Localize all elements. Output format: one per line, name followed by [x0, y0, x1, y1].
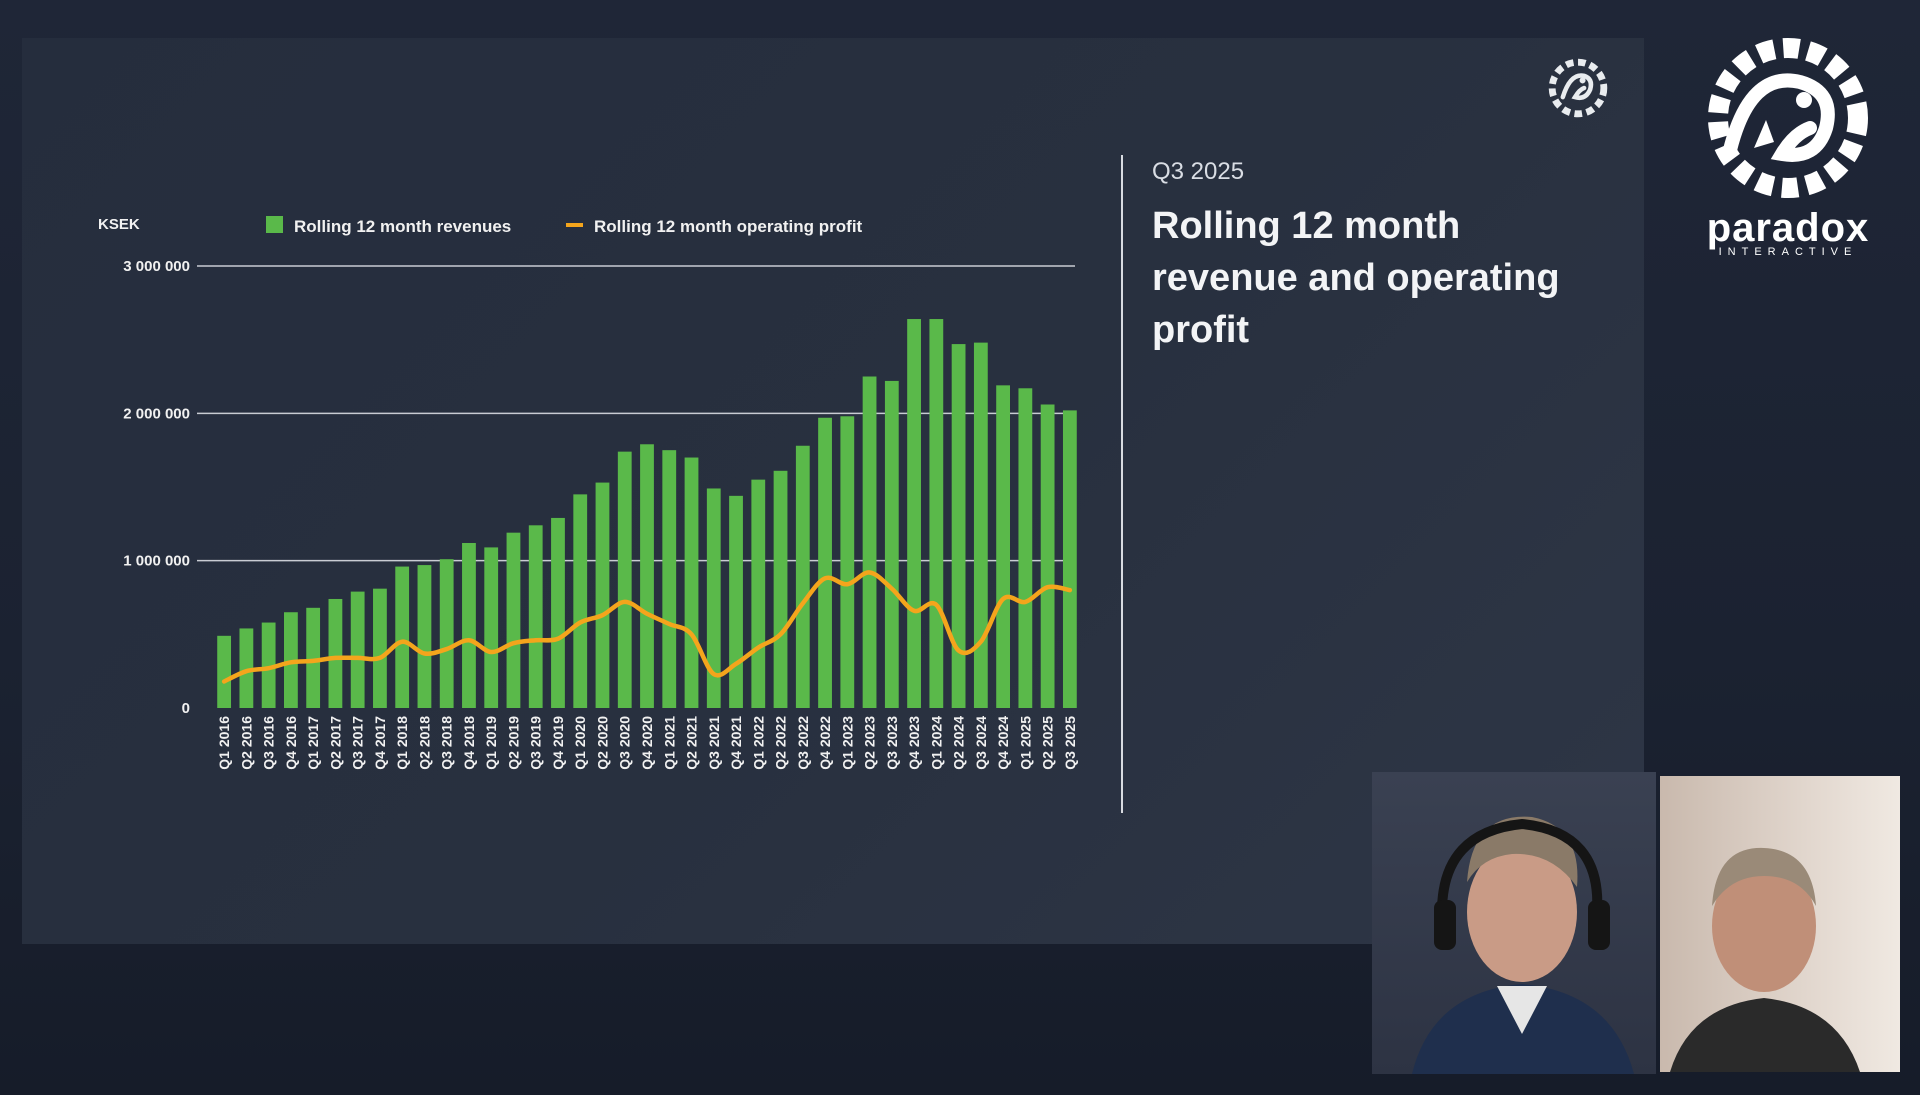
revenue-bar [373, 588, 387, 708]
x-tick-label: Q4 2019 [550, 716, 566, 770]
revenue-bar [350, 591, 365, 708]
revenue-bar [840, 416, 855, 708]
x-tick-label: Q2 2024 [951, 716, 967, 770]
revenue-bar [217, 635, 232, 708]
report-period: Q3 2025 [1152, 158, 1245, 185]
x-tick-label: Q4 2021 [728, 716, 744, 770]
chart-legend: Rolling 12 month revenues Rolling 12 mon… [266, 216, 863, 236]
x-tick-label: Q2 2018 [416, 716, 432, 770]
revenue-bar [306, 607, 321, 708]
x-tick-label: Q1 2025 [1017, 716, 1033, 770]
revenue-bar [973, 342, 988, 708]
revenue-bar [528, 525, 543, 708]
revenue-bar [551, 517, 565, 708]
x-tick-label: Q1 2019 [483, 716, 499, 770]
revenue-bar [795, 445, 810, 708]
x-tick-label: Q2 2022 [773, 716, 789, 770]
x-tick-label: Q4 2017 [372, 716, 388, 770]
revenue-bar [907, 319, 921, 708]
x-tick-label: Q1 2018 [394, 716, 410, 770]
x-tick-label: Q2 2017 [327, 716, 343, 770]
x-tick-label: Q1 2022 [750, 716, 766, 770]
x-tick-label: Q1 2020 [572, 716, 588, 770]
revenue-bar [996, 385, 1011, 708]
revenue-bar [929, 319, 944, 708]
x-tick-label: Q3 2020 [617, 716, 633, 770]
x-tick-label: Q1 2023 [839, 716, 855, 770]
x-tick-label: Q1 2024 [928, 716, 944, 770]
y-tick-label: 3 000 000 [123, 258, 190, 275]
x-tick-label: Q2 2016 [238, 716, 254, 770]
legend-label-operating-profit: Rolling 12 month operating profit [594, 217, 863, 236]
revenue-bar [395, 566, 410, 708]
revenue-bar [862, 376, 877, 708]
revenue-bar [751, 479, 766, 708]
revenue-bar [684, 457, 699, 708]
x-tick-label: Q4 2020 [639, 716, 655, 770]
revenue-bar [1040, 404, 1055, 708]
revenue-bar [573, 494, 588, 708]
slide-dragon-logo-icon [1548, 58, 1608, 118]
revenue-profit-chart: KSEK Rolling 12 month revenues Rolling 1… [98, 216, 1078, 770]
slide-divider [1121, 155, 1123, 813]
x-tick-label: Q3 2025 [1062, 716, 1078, 770]
revenue-bar [640, 444, 654, 708]
x-tick-label: Q1 2017 [305, 716, 321, 770]
revenue-bar [439, 559, 454, 708]
paradox-dragon-logo-icon [1708, 38, 1868, 198]
y-tick-label: 2 000 000 [123, 405, 190, 422]
revenue-bar [1018, 388, 1033, 708]
x-tick-label: Q3 2019 [528, 716, 544, 770]
revenue-bar [261, 622, 276, 708]
revenue-bar [239, 628, 254, 708]
legend-swatch-revenues [266, 216, 283, 233]
legend-swatch-operating-profit [566, 223, 583, 227]
x-tick-label: Q4 2016 [283, 716, 299, 770]
revenue-bar [773, 470, 788, 708]
x-tick-label: Q3 2023 [884, 716, 900, 770]
x-tick-label: Q3 2018 [439, 716, 455, 770]
x-tick-label: Q3 2017 [350, 716, 366, 770]
revenue-bar [484, 547, 499, 708]
revenue-bar [506, 532, 521, 708]
revenue-bar [328, 598, 343, 708]
revenue-bar [595, 482, 610, 708]
x-tick-label: Q2 2023 [862, 716, 878, 770]
x-tick-label: Q2 2019 [505, 716, 521, 770]
revenue-bar [706, 488, 721, 708]
revenue-bar [417, 565, 432, 708]
x-tick-label: Q1 2016 [216, 716, 232, 770]
revenue-bar [617, 451, 632, 708]
y-tick-label: 1 000 000 [123, 553, 190, 570]
x-tick-label: Q3 2024 [973, 716, 989, 770]
x-tick-label: Q4 2023 [906, 716, 922, 770]
x-tick-label: Q1 2021 [661, 716, 677, 770]
revenue-bar [884, 380, 899, 708]
x-tick-label: Q4 2022 [817, 716, 833, 770]
revenue-bar [818, 417, 832, 708]
webcam-feed-presenter-2 [1660, 776, 1900, 1072]
brand-name: paradox [1706, 206, 1870, 250]
revenue-bar [729, 495, 743, 708]
x-tick-label: Q4 2024 [995, 716, 1011, 770]
revenue-bar [1062, 410, 1077, 708]
revenue-bar [951, 344, 966, 708]
x-tick-label: Q2 2025 [1040, 716, 1056, 770]
x-tick-label: Q3 2016 [261, 716, 277, 770]
slide-title: Rolling 12 month revenue and operating p… [1152, 205, 1560, 351]
y-tick-label: 0 [182, 700, 190, 717]
x-tick-label: Q4 2018 [461, 716, 477, 770]
y-axis-unit-label: KSEK [98, 216, 140, 233]
x-tick-label: Q2 2020 [594, 716, 610, 770]
revenue-bar [462, 542, 476, 708]
x-tick-label: Q3 2022 [795, 716, 811, 770]
brand-subtitle: INTERACTIVE [1718, 246, 1858, 258]
x-tick-label: Q3 2021 [706, 716, 722, 770]
legend-label-revenues: Rolling 12 month revenues [294, 217, 511, 236]
x-tick-label: Q2 2021 [684, 716, 700, 770]
webcam-feed-presenter-1 [1372, 772, 1656, 1074]
revenue-bar [662, 450, 677, 708]
